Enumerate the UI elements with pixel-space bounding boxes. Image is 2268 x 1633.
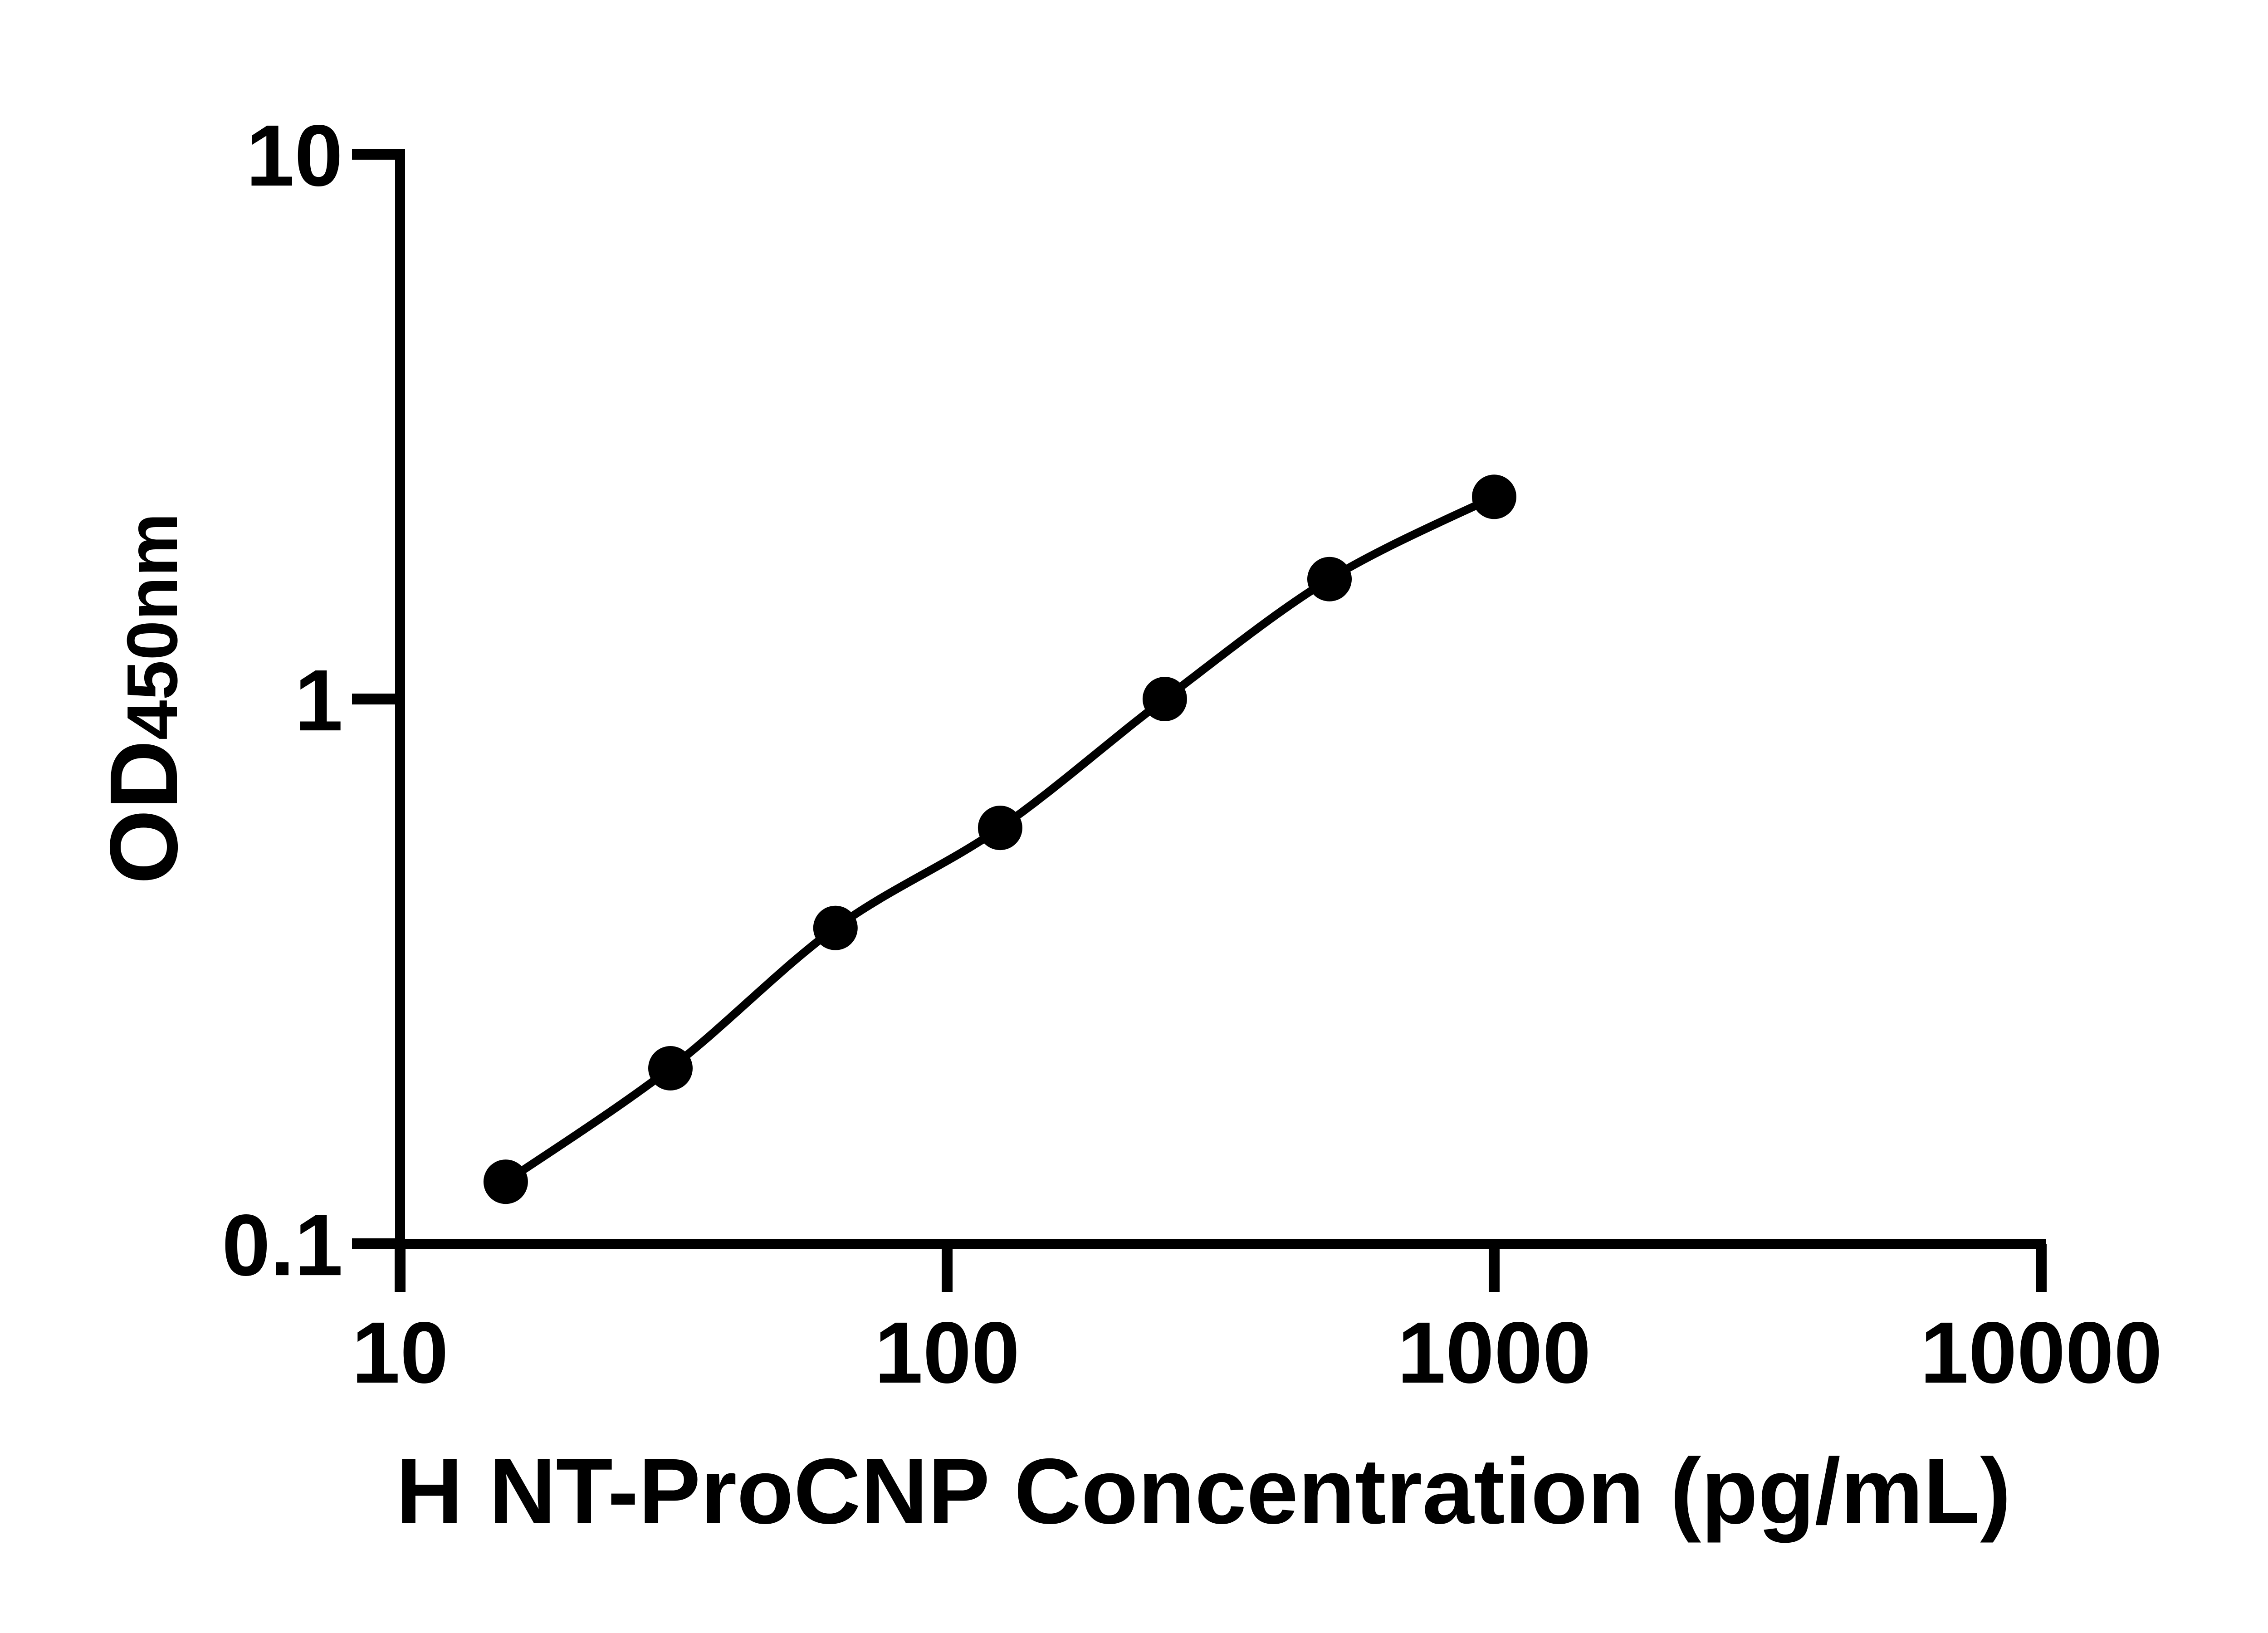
data-point — [978, 806, 1022, 851]
x-tick-label: 10 — [352, 1304, 449, 1401]
data-series — [483, 474, 1516, 1204]
axis-ticks — [352, 149, 2047, 1292]
data-point — [648, 1046, 693, 1090]
data-point — [483, 1159, 528, 1204]
data-point — [1307, 557, 1352, 601]
y-tick-label: 0.1 — [222, 1196, 343, 1294]
x-axis-title: H NT-ProCNP Concentration (pg/mL) — [396, 1439, 2011, 1543]
data-point — [1142, 677, 1187, 721]
data-point — [813, 905, 858, 950]
y-axis-title: OD450nm — [90, 513, 197, 885]
x-tick-label: 1000 — [1397, 1304, 1591, 1401]
x-tick-label: 10000 — [1920, 1304, 2162, 1401]
y-tick-label: 1 — [294, 651, 343, 749]
y-axis-title-main: OD — [90, 740, 197, 884]
axis-tick-labels: 10 100 1000 10000 0.1 1 10 — [222, 107, 2162, 1401]
y-tick-label: 10 — [246, 107, 343, 204]
y-axis-title-sub: 450nm — [112, 513, 192, 740]
x-tick-label: 100 — [875, 1304, 1020, 1401]
data-point — [1472, 474, 1516, 519]
